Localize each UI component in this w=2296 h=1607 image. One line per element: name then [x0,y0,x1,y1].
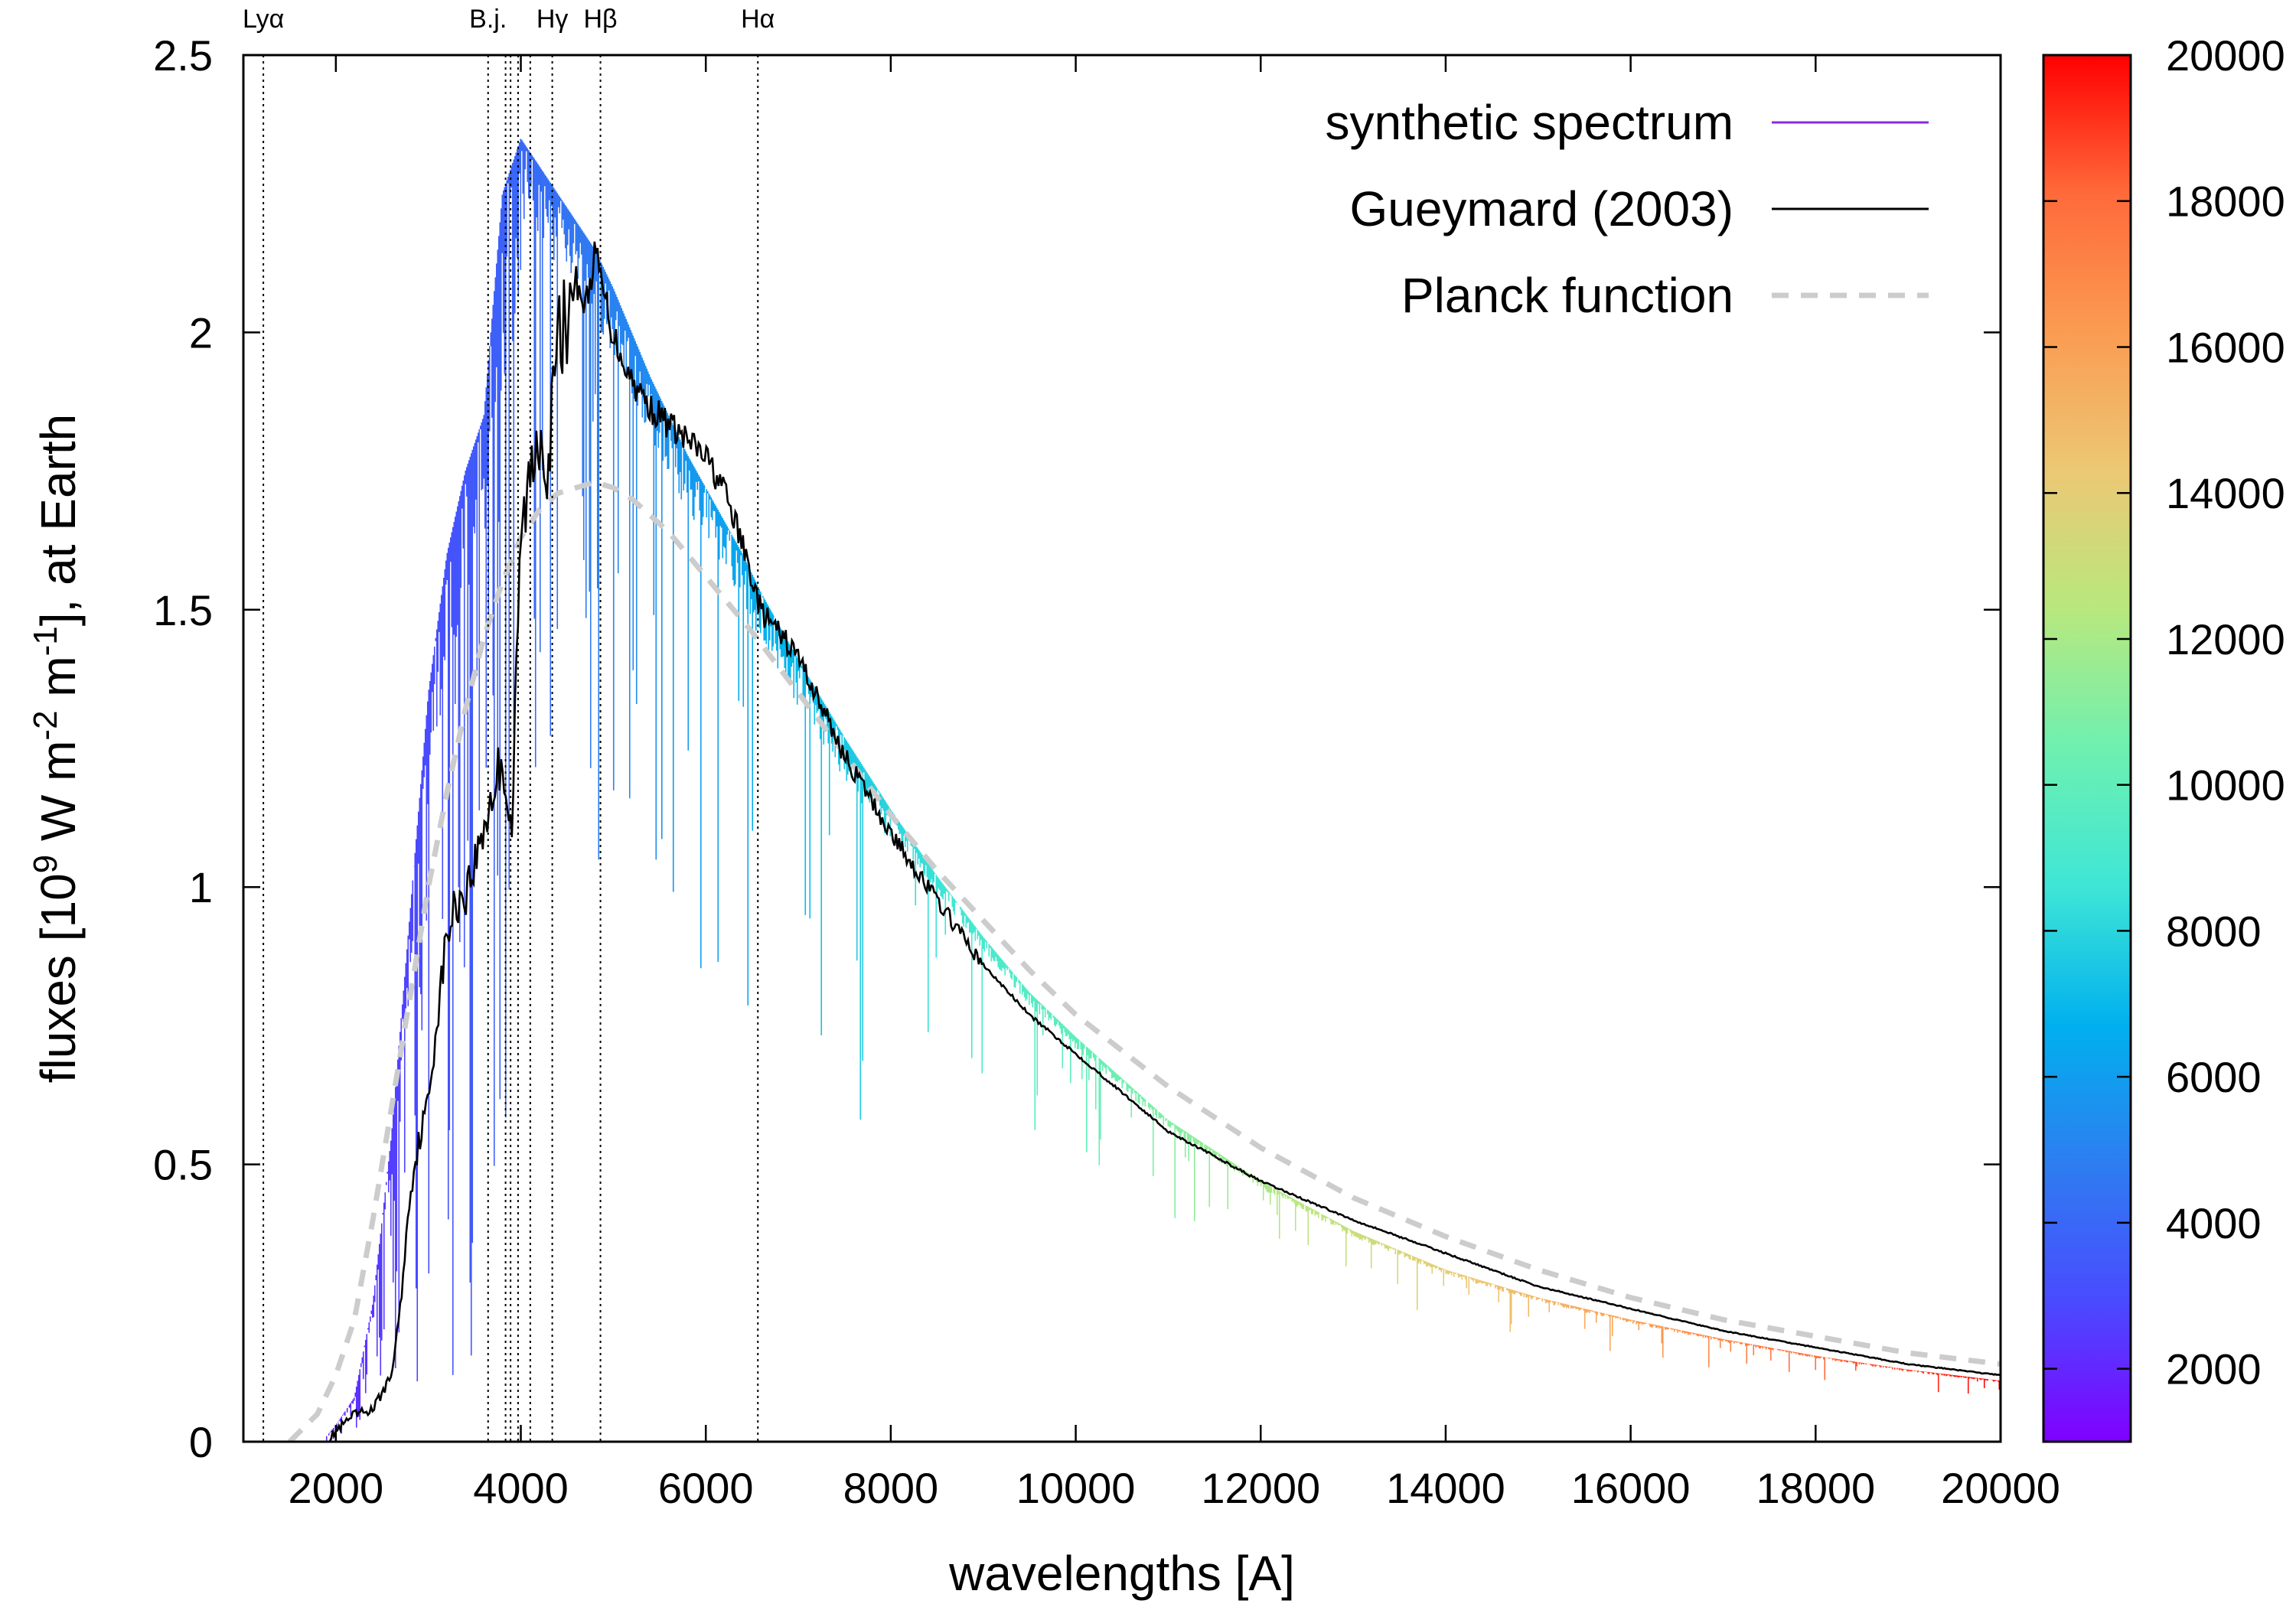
y-axis-title-mid2: m [31,656,86,710]
x-tick-label: 4000 [473,1464,569,1512]
x-tick-label: 10000 [1016,1464,1136,1512]
spectral-line-label: B.j. [469,5,507,34]
x-axis-title: wavelengths [A] [948,1546,1295,1601]
colorbar-tick-label: 8000 [2166,907,2262,955]
legend-label: synthetic spectrum [1325,95,1733,150]
series-lines-layer [287,241,2001,1442]
x-tick-label: 6000 [658,1464,754,1512]
colorbar-gradient-bar [2042,54,2132,1443]
plot-frame [242,54,2002,1443]
y-axis-title-exp2: -2 [27,710,64,740]
y-axis-title-prefix: fluxes [10 [31,873,86,1083]
spectral-line-label: Hα [741,5,775,34]
axes-layer: 2000 4000 6000 8000 10000 12000 14000 16000 1800… [27,31,2060,1601]
y-tick-label: 1 [189,863,213,911]
x-tick-label: 16000 [1571,1464,1691,1512]
spectral-line-label: Hγ [536,5,569,34]
x-tick-label: 20000 [1941,1464,2060,1512]
legend-label: Planck function [1401,268,1733,323]
gueymard-2003-line [326,241,2001,1442]
y-tick-label: 0.5 [153,1141,213,1189]
y-axis-title: fluxes [109 W m-2 m-1], at Earth [27,414,86,1084]
y-axis-title-mid1: W m [31,741,86,855]
colorbar-tick-label: 10000 [2166,761,2285,810]
colorbar: 2000 4000 6000 8000 10000 12000 14000 16000 1800… [2042,31,2285,1443]
y-axis-title-exp3: -1 [27,626,64,656]
legend-label: Gueymard (2003) [1349,181,1733,236]
legend: synthetic spectrum Gueymard (2003) Planck … [1325,95,1929,323]
x-tick-label: 18000 [1756,1464,1875,1512]
colorbar-tick-label: 18000 [2166,178,2285,226]
spectral-line-label: Hβ [584,5,618,34]
colorbar-tick-label: 14000 [2166,469,2285,517]
y-axis-title-exp1: 9 [27,855,64,873]
spectral-line-label: Lyα [243,5,284,34]
y-tick-label: 2.5 [153,31,213,80]
colorbar-tick-label: 4000 [2166,1199,2262,1247]
colorbar-tick-label: 20000 [2166,31,2285,80]
colorbar-tick-label: 2000 [2166,1345,2262,1393]
synthetic-spectrum-layer [325,139,2001,1441]
y-axis-title-suffix: ], at Earth [31,414,86,626]
y-tick-label: 2 [189,308,213,357]
x-tick-label: 12000 [1201,1464,1320,1512]
x-tick-label: 2000 [289,1464,384,1512]
planck-function-line [287,479,2001,1442]
spectral-lines-layer: Lyα B.j. Hγ Hβ Hα [243,5,775,1442]
colorbar-tick-label: 16000 [2166,323,2285,371]
y-tick-label: 1.5 [153,586,213,634]
y-tick-label: 0 [189,1418,213,1466]
x-tick-label: 8000 [843,1464,939,1512]
colorbar-tick-label: 12000 [2166,615,2285,663]
x-tick-label: 14000 [1386,1464,1505,1512]
colorbar-tick-label: 6000 [2166,1053,2262,1101]
